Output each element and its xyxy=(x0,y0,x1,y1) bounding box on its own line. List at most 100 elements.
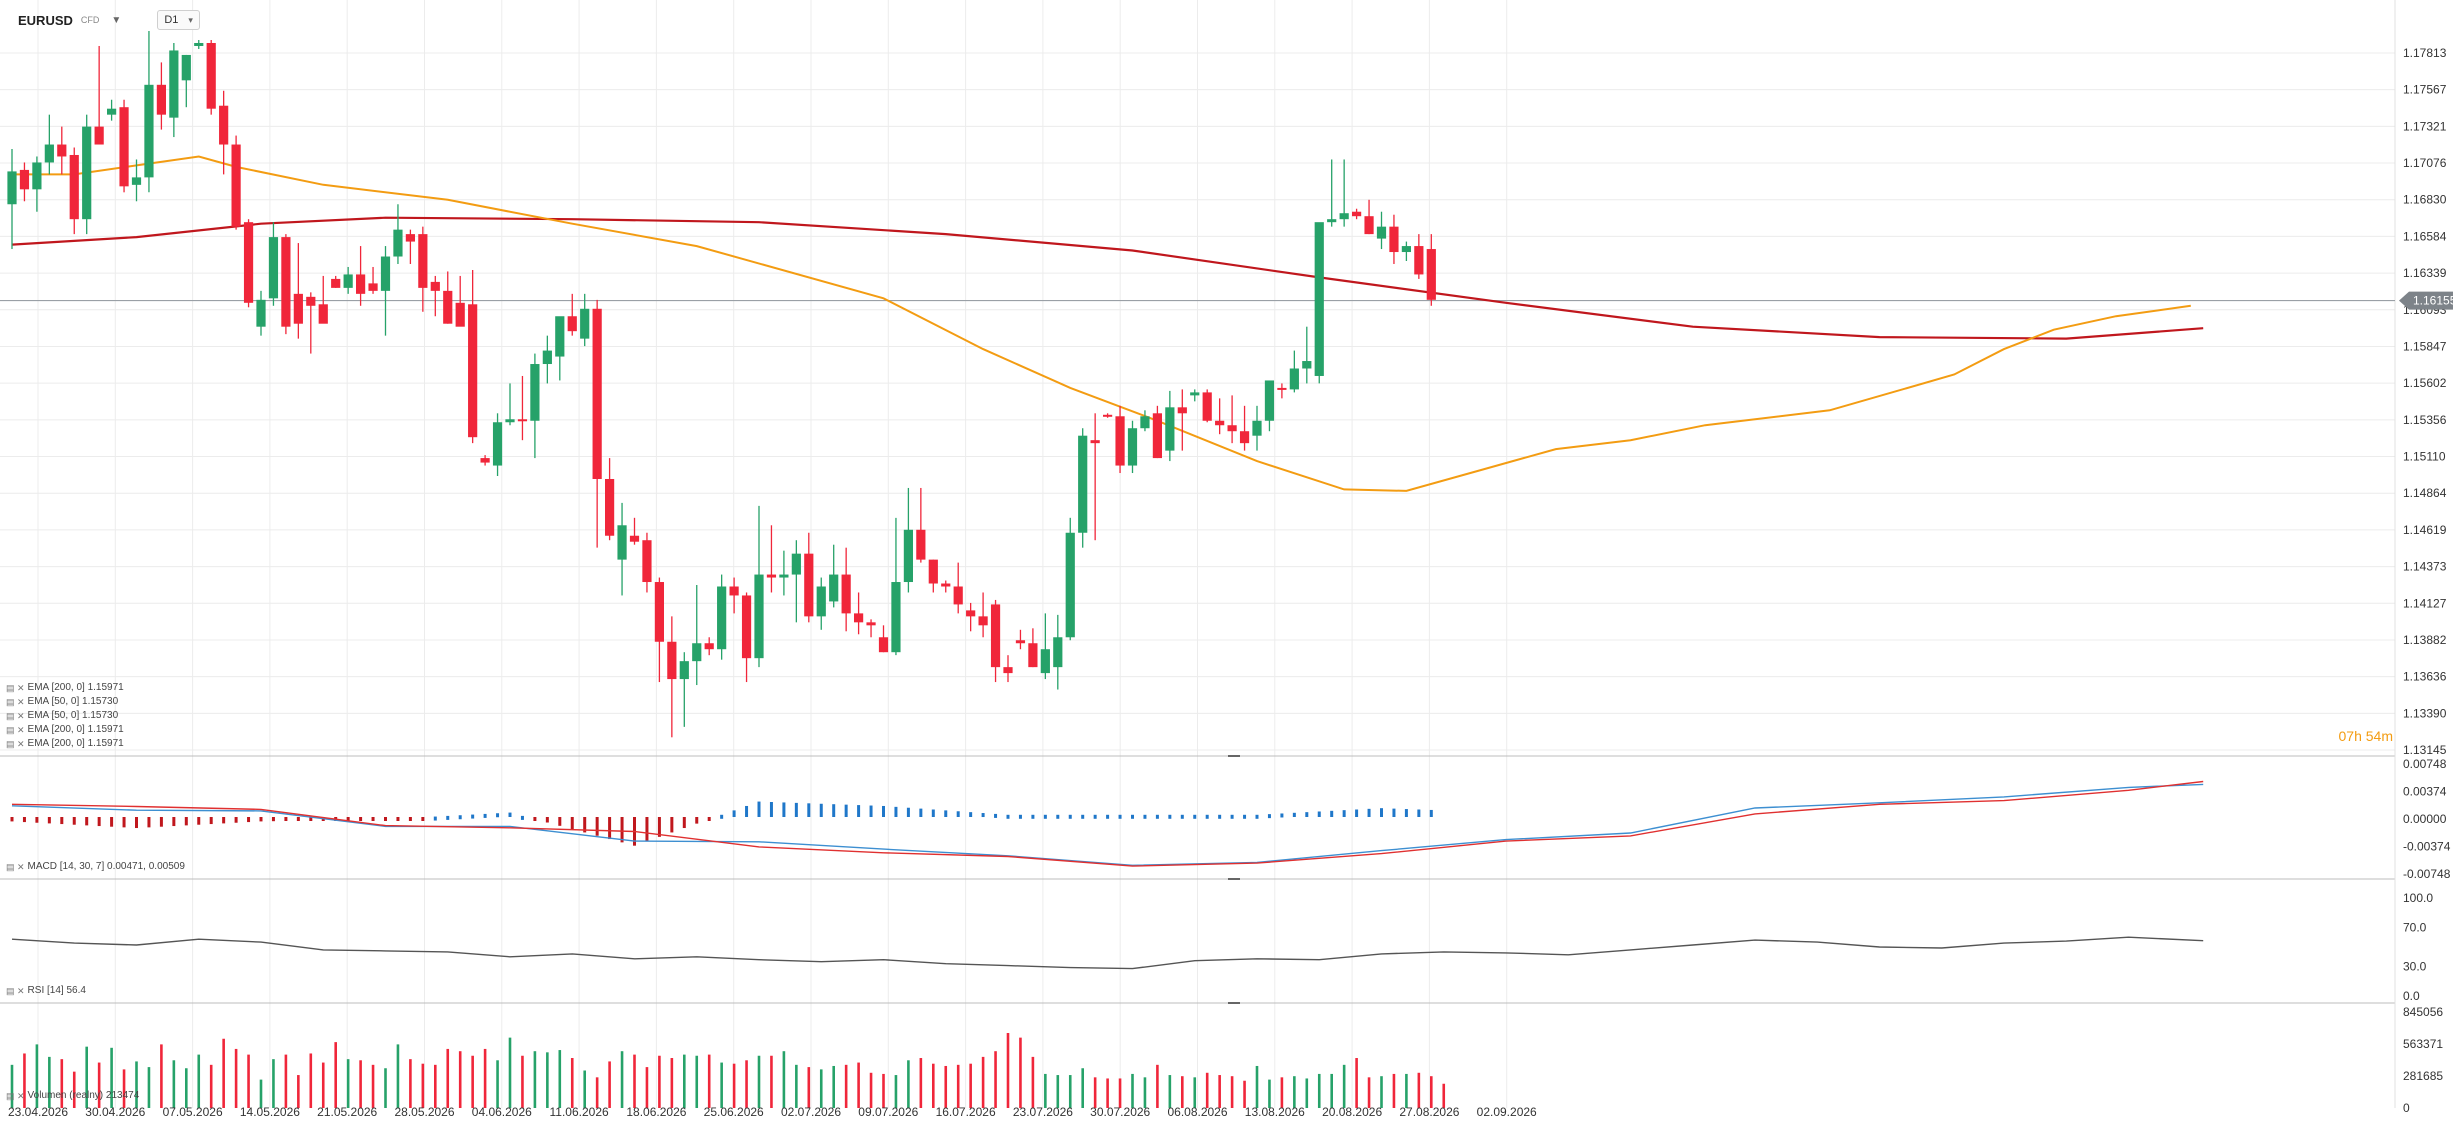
macd-histogram-bar xyxy=(147,817,151,828)
macd-histogram-bar xyxy=(645,817,649,842)
legend-item[interactable]: ▤ ✕ RSI [14] 56.4 xyxy=(6,985,86,996)
candle-body xyxy=(1339,213,1349,220)
date-tick-label: 30.04.2026 xyxy=(85,1105,145,1119)
macd-histogram-bar xyxy=(135,817,138,829)
settings-icon[interactable]: ▤ ✕ xyxy=(6,986,25,996)
candle-body xyxy=(1040,649,1050,674)
macd-histogram-bar xyxy=(10,817,14,822)
current-price-badge xyxy=(2399,291,2453,310)
macd-histogram-bar xyxy=(1056,814,1060,819)
settings-icon[interactable]: ▤ ✕ xyxy=(6,725,25,735)
macd-histogram-bar xyxy=(682,817,686,829)
date-tick-label: 14.05.2026 xyxy=(240,1105,300,1119)
macd-histogram-bar xyxy=(1267,814,1271,819)
macd-histogram-bar xyxy=(184,817,188,826)
timeframe-selector[interactable]: D1 ▾ xyxy=(157,10,200,30)
volume-tick-label: 281685 xyxy=(2403,1069,2443,1083)
macd-histogram-bar xyxy=(981,813,985,818)
volume-legend: ▤ ✕ Volumen (realny) 213474 xyxy=(6,1089,139,1103)
macd-histogram-bar xyxy=(1317,811,1321,817)
legend-item[interactable]: ▤ ✕ EMA [200, 0] 1.15971 xyxy=(6,682,124,693)
candle-body xyxy=(1414,246,1424,275)
candle-body xyxy=(1053,637,1063,668)
macd-histogram-bar xyxy=(22,817,26,823)
macd-histogram-bar xyxy=(359,817,363,821)
symbol-label[interactable]: EURUSD xyxy=(18,12,73,28)
macd-histogram-bar xyxy=(944,810,948,817)
candle-body xyxy=(268,237,279,299)
candle-body xyxy=(380,256,391,291)
price-tick-label: 1.13882 xyxy=(2403,633,2447,647)
price-tick-label: 1.14373 xyxy=(2403,560,2447,574)
macd-histogram-bar xyxy=(446,815,450,820)
candle-body xyxy=(1426,249,1436,300)
date-tick-label: 30.07.2026 xyxy=(1090,1105,1150,1119)
candle-body xyxy=(1090,440,1100,444)
candle-body xyxy=(1239,431,1250,444)
candle-body xyxy=(891,582,901,653)
macd-histogram-bar xyxy=(60,817,64,825)
macd-histogram-bar xyxy=(247,817,251,823)
macd-histogram-bar xyxy=(396,817,400,821)
macd-histogram-bar xyxy=(284,817,288,821)
macd-histogram-bar xyxy=(1330,810,1334,817)
settings-icon[interactable]: ▤ ✕ xyxy=(6,862,25,872)
candle-body xyxy=(1003,667,1013,674)
date-tick-label: 18.06.2026 xyxy=(626,1105,686,1119)
candle-body xyxy=(1264,380,1275,421)
candle-body xyxy=(754,574,764,659)
macd-histogram-bar xyxy=(1230,814,1234,819)
candle-body xyxy=(1302,361,1312,369)
macd-histogram-bar xyxy=(595,817,599,836)
candle-body xyxy=(878,637,889,653)
macd-histogram-bar xyxy=(1031,814,1035,819)
settings-icon[interactable]: ▤ ✕ xyxy=(6,1091,25,1101)
legend-item[interactable]: ▤ ✕ Volumen (realny) 213474 xyxy=(6,1090,140,1101)
macd-histogram-bar xyxy=(832,804,836,817)
macd-histogram-bar xyxy=(1280,813,1284,818)
settings-icon[interactable]: ▤ ✕ xyxy=(6,683,25,693)
date-tick-label: 09.07.2026 xyxy=(858,1105,918,1119)
macd-histogram-bar xyxy=(1006,814,1010,819)
settings-icon[interactable]: ▤ ✕ xyxy=(6,711,25,721)
macd-histogram-bar xyxy=(1243,814,1247,819)
candle-body xyxy=(119,107,129,187)
macd-histogram-bar xyxy=(782,802,786,817)
legend-item[interactable]: ▤ ✕ EMA [50, 0] 1.15730 xyxy=(6,696,119,707)
legend-item[interactable]: ▤ ✕ EMA [50, 0] 1.15730 xyxy=(6,710,119,721)
macd-histogram-bar xyxy=(819,803,823,817)
macd-histogram-bar xyxy=(533,817,537,821)
macd-histogram-bar xyxy=(483,813,487,818)
candle-body xyxy=(741,595,752,659)
macd-histogram-bar xyxy=(209,817,213,825)
legend-item[interactable]: ▤ ✕ EMA [200, 0] 1.15971 xyxy=(6,738,124,749)
macd-histogram-bar xyxy=(807,803,811,817)
chevron-down-icon[interactable]: ▼ xyxy=(111,14,122,26)
macd-histogram-bar xyxy=(994,813,998,818)
candle-body xyxy=(468,304,478,438)
candle-body xyxy=(916,529,926,560)
candle-body xyxy=(1065,532,1075,638)
candle-body xyxy=(1165,407,1175,451)
legend-item[interactable]: ▤ ✕ EMA [200, 0] 1.15971 xyxy=(6,724,124,735)
candle-body xyxy=(629,535,640,542)
macd-histogram-bar xyxy=(1205,814,1209,819)
candle-body xyxy=(580,308,590,339)
legend-item[interactable]: ▤ ✕ MACD [14, 30, 7] 0.00471, 0.00509 xyxy=(6,861,185,872)
macd-signal-line xyxy=(11,780,2204,867)
settings-icon[interactable]: ▤ ✕ xyxy=(6,739,25,749)
macd-histogram-bar xyxy=(732,810,736,817)
candle-body xyxy=(1376,226,1387,239)
candle-body xyxy=(1389,226,1399,253)
candle-body xyxy=(592,308,602,479)
ema50-line xyxy=(12,155,2191,492)
macd-histogram-bar xyxy=(408,817,412,821)
price-tick-label: 1.13145 xyxy=(2403,743,2447,757)
candle-body xyxy=(667,641,677,680)
macd-tick-label: -0.00748 xyxy=(2403,867,2451,881)
candle-body xyxy=(542,350,552,365)
price-tick-label: 1.16339 xyxy=(2403,266,2447,280)
settings-icon[interactable]: ▤ ✕ xyxy=(6,697,25,707)
timeframe-label: D1 xyxy=(164,14,179,26)
